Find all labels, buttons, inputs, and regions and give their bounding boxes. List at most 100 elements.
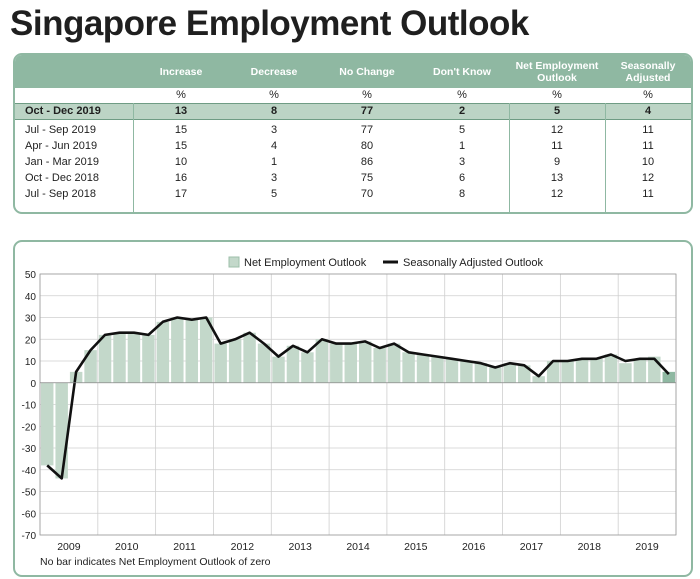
header-increase: Increase bbox=[159, 65, 203, 78]
net-outlook-bar bbox=[619, 363, 632, 383]
row-cell: 5 bbox=[458, 124, 466, 136]
unit-cell: % bbox=[362, 89, 372, 101]
row-cell: 11 bbox=[642, 124, 654, 136]
row-cell: 4 bbox=[270, 140, 278, 152]
net-outlook-bar bbox=[301, 352, 314, 383]
header-no-change: No Change bbox=[339, 65, 395, 78]
y-tick-label: -50 bbox=[22, 488, 37, 499]
net-outlook-bar bbox=[402, 352, 415, 383]
row-cell: 75 bbox=[360, 172, 374, 184]
net-outlook-bar bbox=[532, 376, 545, 383]
net-outlook-bar bbox=[662, 371, 675, 383]
net-outlook-bar bbox=[41, 382, 54, 466]
row-cell: 16 bbox=[174, 172, 188, 184]
net-outlook-bar bbox=[200, 317, 213, 383]
net-outlook-bar bbox=[359, 341, 372, 383]
row-cell: 11 bbox=[642, 188, 654, 200]
row-period: Jul - Sep 2019 bbox=[25, 124, 96, 136]
row-cell: 3 bbox=[270, 124, 278, 136]
row-period: Oct - Dec 2018 bbox=[25, 172, 99, 184]
table-row: Oct - Dec 2018 16 3 75 6 13 12 bbox=[15, 171, 691, 186]
row-cell: 8 bbox=[458, 188, 466, 200]
row-cell: 6 bbox=[458, 172, 466, 184]
y-tick-label: -20 bbox=[22, 422, 37, 433]
net-outlook-bar bbox=[156, 321, 170, 383]
net-outlook-bar bbox=[171, 317, 184, 383]
row-cell: 3 bbox=[458, 156, 466, 168]
net-outlook-bar bbox=[243, 332, 256, 383]
x-tick-label: 2012 bbox=[231, 541, 255, 553]
row-period: Apr - Jun 2019 bbox=[25, 140, 98, 152]
row-cell: 2 bbox=[458, 105, 466, 117]
table-row: Jul - Sep 2019 15 3 77 5 12 11 bbox=[15, 123, 691, 138]
unit-cell: % bbox=[643, 89, 653, 101]
net-outlook-bar bbox=[604, 354, 618, 383]
x-tick-label: 2011 bbox=[173, 541, 196, 553]
row-cell: 15 bbox=[174, 140, 188, 152]
x-tick-label: 2013 bbox=[289, 541, 313, 553]
unit-cell: % bbox=[457, 89, 467, 101]
row-cell: 70 bbox=[360, 188, 374, 200]
row-cell: 1 bbox=[458, 140, 466, 152]
net-outlook-bar bbox=[546, 361, 560, 383]
page-title: Singapore Employment Outlook bbox=[10, 4, 529, 43]
y-tick-label: 10 bbox=[25, 357, 37, 368]
x-tick-label: 2017 bbox=[520, 541, 544, 553]
row-cell: 12 bbox=[550, 124, 564, 136]
column-divider bbox=[605, 103, 606, 212]
row-cell: 11 bbox=[642, 140, 654, 152]
net-outlook-bar bbox=[387, 343, 401, 383]
row-cell: 17 bbox=[174, 188, 188, 200]
row-cell: 10 bbox=[174, 156, 188, 168]
row-cell: 4 bbox=[644, 105, 652, 117]
chart-legend: Net Employment Outlook Seasonally Adjust… bbox=[228, 256, 544, 269]
net-outlook-bar bbox=[113, 332, 126, 383]
row-period: Jan - Mar 2019 bbox=[25, 156, 99, 168]
net-outlook-bar bbox=[489, 367, 502, 383]
net-outlook-bar bbox=[575, 358, 589, 383]
header-decrease: Decrease bbox=[250, 65, 298, 78]
row-cell: 10 bbox=[641, 156, 655, 168]
row-cell: 9 bbox=[553, 156, 561, 168]
y-tick-label: -70 bbox=[22, 531, 37, 542]
net-outlook-bar bbox=[373, 347, 386, 383]
y-tick-label: 40 bbox=[25, 292, 37, 303]
table-row: Jan - Mar 2019 10 1 86 3 9 10 bbox=[15, 155, 691, 170]
net-outlook-bar bbox=[142, 334, 155, 383]
row-cell: 13 bbox=[550, 172, 564, 184]
unit-cell: % bbox=[176, 89, 186, 101]
x-tick-label: 2015 bbox=[404, 541, 428, 553]
x-tick-label: 2014 bbox=[346, 541, 370, 553]
y-tick-label: 0 bbox=[30, 379, 36, 390]
net-outlook-bar bbox=[474, 363, 488, 383]
net-outlook-bar bbox=[315, 339, 329, 383]
y-tick-label: -30 bbox=[22, 444, 37, 455]
net-outlook-bar bbox=[633, 358, 647, 383]
row-cell: 15 bbox=[174, 124, 188, 136]
net-outlook-bar bbox=[330, 343, 343, 383]
y-tick-label: -10 bbox=[22, 401, 37, 412]
seasonally-adjusted-line bbox=[46, 316, 670, 480]
x-tick-label: 2019 bbox=[635, 541, 659, 553]
header-net-employment-outlook: Net Employment Outlook bbox=[515, 59, 599, 84]
column-divider bbox=[509, 103, 510, 212]
legend-label-net: Net Employment Outlook bbox=[244, 257, 367, 269]
legend-label-seasonal: Seasonally Adjusted Outlook bbox=[403, 257, 544, 269]
net-outlook-bar bbox=[127, 332, 141, 383]
table-row: Apr - Jun 2019 15 4 80 1 11 11 bbox=[15, 139, 691, 154]
row-cell: 86 bbox=[360, 156, 374, 168]
row-cell: 12 bbox=[550, 188, 564, 200]
outlook-table: Increase Decrease No Change Don't Know N… bbox=[13, 53, 693, 214]
y-tick-label: -60 bbox=[22, 509, 37, 520]
net-outlook-bar bbox=[98, 334, 112, 383]
row-cell: 77 bbox=[360, 124, 374, 136]
x-tick-label: 2016 bbox=[462, 541, 486, 553]
net-outlook-bar bbox=[503, 363, 516, 383]
y-tick-label: 20 bbox=[25, 335, 37, 346]
x-tick-label: 2009 bbox=[57, 541, 81, 553]
y-tick-label: 50 bbox=[25, 270, 37, 281]
net-outlook-bar bbox=[460, 361, 473, 383]
net-outlook-bar bbox=[416, 354, 430, 383]
legend-bar-swatch bbox=[228, 256, 240, 268]
row-cell: 5 bbox=[553, 105, 561, 117]
